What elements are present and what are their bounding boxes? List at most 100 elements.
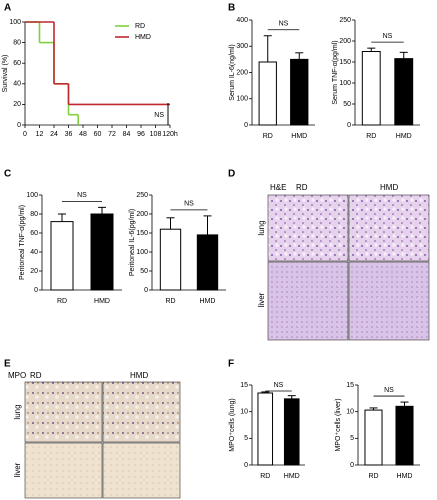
y-tick-label: 60 [13,60,21,67]
annotation: NS [384,387,394,394]
y-tick-label: 15 [240,382,248,389]
bar [283,398,300,466]
y-tick-label: 300 [236,43,248,50]
y-tick-label: 10 [240,409,248,416]
x-tick-label: RD [165,298,175,305]
x-tick-label: HMD [291,133,307,140]
panel-label: E [4,359,11,370]
row-label: liver [13,462,22,477]
x-tick-label: 96 [137,131,145,138]
panel-label: F [228,359,234,370]
y-tick-label: 5 [350,435,354,442]
y-tick-label: 80 [13,39,21,46]
x-tick-label: RD [366,133,376,140]
histology-image [267,194,349,262]
column-label: RD [296,183,308,192]
histology-image [267,261,349,341]
y-tick-label: 5 [244,435,248,442]
bar [159,228,182,291]
bar [196,234,219,291]
histology-image [24,442,103,499]
y-tick-label: 0 [144,287,148,294]
annotation: NS [279,21,289,28]
x-tick-label: HMD [397,473,413,480]
panel-label: A [4,3,11,14]
y-tick-label: 50 [140,268,148,275]
column-label: HMD [130,371,148,380]
bar [395,405,414,466]
y-tick-label: 100 [339,80,351,87]
y-tick-label: 200 [339,38,351,45]
row-label: liver [257,292,266,307]
bar [394,58,414,126]
column-label: RD [30,371,42,380]
y-tick-label: 10 [346,409,354,416]
x-tick-label: HMD [284,473,300,480]
y-tick-label: 20 [13,101,21,108]
y-tick-label: 150 [136,230,148,237]
annotation: NS [383,33,393,40]
x-tick-label: RD [368,473,378,480]
bar [257,392,274,466]
y-tick-label: 40 [13,81,21,88]
y-tick-label: 0 [347,122,351,129]
y-tick-label: 0 [34,287,38,294]
y-tick-label: 0 [17,122,21,129]
y-axis-label: Peritoneal IL-6(pg/ml) [129,209,136,276]
y-tick-label: 15 [346,382,354,389]
bar [258,61,277,126]
bar [364,409,383,466]
x-tick-label: 108 [150,131,162,138]
y-tick-label: 40 [30,249,38,256]
y-tick-label: 200 [236,69,248,76]
y-tick-label: 100 [9,19,21,26]
stain-label: H&E [270,183,286,192]
histology-image [348,194,430,262]
y-tick-label: 400 [236,17,248,24]
y-tick-label: 250 [136,192,148,199]
histology-image [102,381,181,443]
y-tick-label: 20 [30,268,38,275]
row-label: lung [257,220,266,235]
x-tick-label: HMD [396,133,412,140]
y-tick-label: 100 [26,192,38,199]
stain-label: MPO [8,371,26,380]
y-tick-label: 100 [236,96,248,103]
y-tick-label: 80 [30,211,38,218]
y-axis-label: Peritoneal TNF-α(pg/ml) [19,205,26,280]
y-axis-label: Serum TNF-α(pg/ml) [332,40,339,104]
x-tick-label: 48 [79,131,87,138]
x-tick-label: 60 [94,131,102,138]
y-tick-label: 100 [136,249,148,256]
x-tick-label: RD [263,133,273,140]
x-tick-label: 12 [36,131,44,138]
row-label: lung [13,404,22,419]
panel-label: B [228,3,235,14]
y-tick-label: 50 [343,101,351,108]
panel-label: D [228,169,235,180]
x-tick-label: 0 [23,131,27,138]
annotation: NS [274,382,284,389]
histology-image [348,261,430,341]
x-tick-label: 84 [123,131,131,138]
bar [290,58,309,126]
y-axis-label: MPO⁺cells (liver) [335,398,342,451]
y-tick-label: 0 [244,462,248,469]
legend-label: HMD [135,34,151,41]
legend-label: RD [135,23,145,30]
y-tick-label: 150 [339,59,351,66]
panel-label: C [4,169,11,180]
x-tick-label: RD [57,298,67,305]
y-tick-label: 0 [350,462,354,469]
y-axis-label: Serum IL-6(ng/ml) [229,44,236,100]
bar [90,213,114,291]
y-axis-label: Survival (%) [2,55,9,93]
x-tick-label: 72 [108,131,116,138]
annotation: NS [154,112,164,119]
histology-image [102,442,181,499]
annotation: NS [77,192,87,199]
y-tick-label: 200 [136,211,148,218]
x-tick-label: HMD [94,298,110,305]
bar [50,221,74,291]
column-label: HMD [380,183,398,192]
